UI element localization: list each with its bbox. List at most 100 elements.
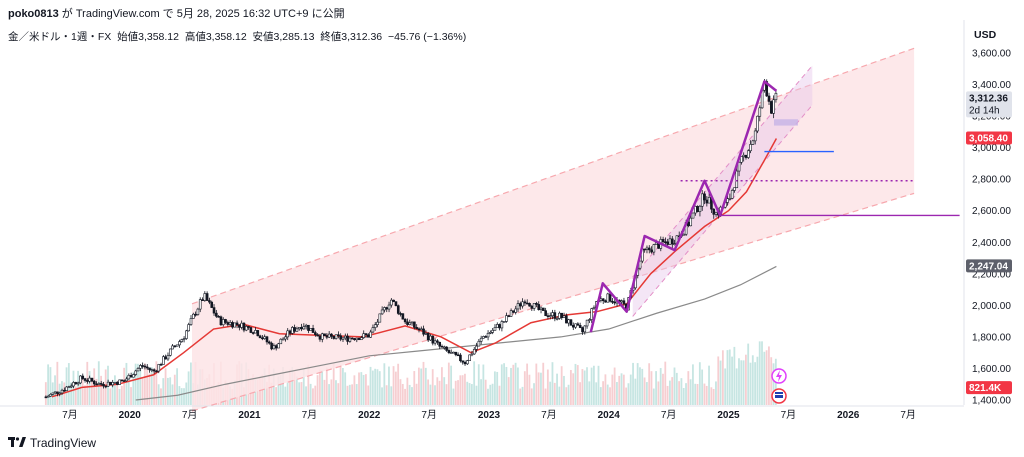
candle-body (525, 302, 529, 305)
candle-body (132, 374, 135, 378)
trend-channel[interactable] (191, 47, 915, 412)
time-tick-label: 7月 (781, 409, 797, 421)
volume-bar (666, 385, 669, 405)
volume-bar (454, 380, 457, 405)
volume-bar (180, 388, 183, 405)
author-name[interactable]: poko0813 (8, 8, 59, 20)
candle-body (369, 331, 372, 338)
volume-bar (436, 377, 439, 405)
close-label: 終値 (320, 31, 342, 43)
candle-body (604, 300, 607, 303)
volume-bar (369, 366, 372, 405)
candle-body (466, 360, 469, 365)
ohlc-legend: 金／米ドル・1週・FX 始値3,358.12 高値3,358.12 安値3,28… (8, 29, 466, 44)
ma-long-line (135, 265, 777, 401)
volume-bar (634, 378, 637, 405)
footer-brand[interactable]: TradingView (8, 436, 96, 450)
volume-bar (692, 364, 694, 405)
candle-body (426, 333, 430, 341)
volume-bar (671, 377, 674, 405)
volume-bar (139, 370, 142, 405)
candle-body (219, 316, 223, 326)
volume-bar (590, 367, 593, 405)
candle-body (150, 369, 154, 371)
channel-lower-line (191, 192, 915, 412)
candle-body (456, 354, 460, 357)
volume-bar (491, 383, 494, 405)
high-label: 高値 (184, 31, 206, 43)
volume-bar (70, 382, 73, 405)
candle-body (215, 312, 218, 317)
volume-bar (537, 372, 540, 405)
candle-body (392, 299, 395, 302)
volume-bar (563, 375, 565, 405)
time-tick-label: 2024 (598, 410, 621, 421)
candle-body (620, 300, 623, 303)
candle-body (535, 302, 538, 305)
volume-bar (466, 381, 469, 405)
price-label-text: 821.4K (969, 383, 1002, 394)
candle-body (196, 308, 200, 315)
candle-body (443, 346, 446, 349)
volume-bar (595, 382, 598, 405)
volume-bar (733, 346, 736, 405)
candle-body (293, 327, 296, 332)
candle-body (348, 337, 352, 342)
candle-body (463, 361, 467, 365)
candle-body (281, 338, 285, 341)
candle-body (376, 321, 379, 325)
high-value: 3,358.12 (205, 31, 247, 43)
candle-body (567, 319, 570, 324)
price-axis[interactable]: 1,400.00 1,600.00 1,800.00 2,000.00 2,200.00… (963, 20, 1011, 407)
volume-bar (127, 378, 130, 405)
volume-bar (120, 385, 123, 405)
price-tick-label: 3,400.00 (972, 80, 1011, 91)
candle-body (571, 325, 575, 328)
candle-body (537, 304, 541, 310)
candle-body (728, 198, 732, 200)
candle-body (145, 366, 149, 369)
time-axis[interactable]: 7月 2020 7月 2021 7月 2022 7月 2023 7月 2024 7月 2025 7月 20… (0, 405, 964, 421)
candle-body (673, 243, 676, 245)
candle-body (447, 350, 451, 353)
candle-body (189, 318, 193, 325)
candle-body (486, 332, 490, 338)
volume-bar (632, 362, 634, 405)
candle-body (111, 382, 115, 386)
volume-bar (772, 363, 775, 405)
volume-bar (457, 380, 459, 405)
candle-body (233, 322, 237, 328)
candle-body (210, 301, 214, 308)
candle-body (139, 365, 142, 369)
time-tick-label: 7月 (900, 409, 916, 421)
candle-body (171, 345, 174, 350)
volume-bar (314, 385, 317, 405)
volume-bar (569, 369, 572, 405)
candle-body (330, 333, 333, 337)
symbol-name[interactable]: 金／米ドル・1週・FX (8, 31, 112, 43)
volume-bar (611, 374, 614, 405)
candle-body (532, 302, 536, 309)
volume-bar (680, 378, 683, 405)
candle-body (401, 313, 405, 320)
volume-bar (348, 384, 351, 405)
time-tick-label: 2021 (238, 410, 261, 421)
volume-bar (321, 370, 324, 405)
candle-body (244, 326, 248, 331)
volume-bar (459, 375, 462, 405)
moving-averages (51, 138, 778, 401)
volume-bar (629, 374, 632, 405)
event-icons[interactable] (771, 368, 787, 404)
price-label-text: 2,247.04 (969, 261, 1008, 272)
volume-bar (542, 362, 545, 405)
volume-bar (751, 355, 754, 405)
candle-body (300, 327, 303, 330)
volume-bar (109, 388, 112, 405)
candle-body (574, 323, 577, 328)
drawings[interactable] (589, 80, 960, 333)
price-tick-label: 2,800.00 (972, 175, 1011, 186)
candle-body (205, 293, 209, 301)
volume-bar (662, 373, 664, 405)
